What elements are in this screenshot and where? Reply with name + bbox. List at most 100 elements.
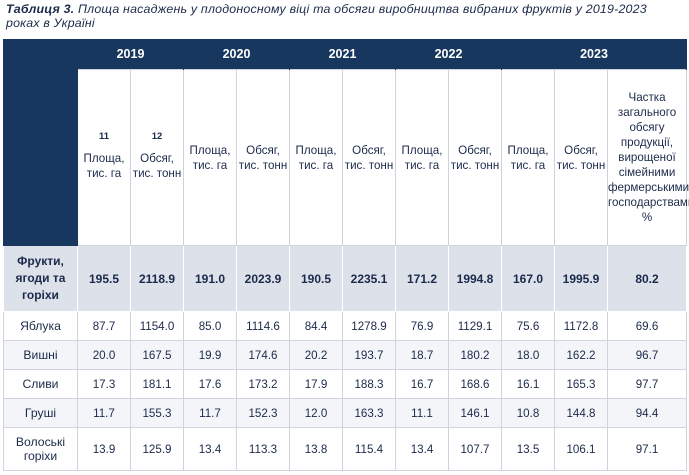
- table-cell: 10.8: [501, 398, 555, 428]
- column-header: Обсяг, тис. тонн: [448, 69, 502, 246]
- corner-cell: [3, 69, 78, 246]
- table-cell: 167.5: [130, 340, 184, 370]
- row-label: Фрукти, ягоди та горіхи: [3, 245, 78, 312]
- column-header: Обсяг, тис. тонн: [554, 69, 608, 246]
- year-header: 2023: [500, 39, 688, 70]
- footnote-marker: 12: [151, 130, 163, 142]
- table-cell: 152.3: [236, 398, 290, 428]
- table-cell: 155.3: [130, 398, 184, 428]
- table-cell: 11.1: [395, 398, 449, 428]
- table-cell: 2023.9: [236, 245, 290, 312]
- column-header: Площа, тис. га: [395, 69, 449, 246]
- table-cell: 107.7: [448, 427, 502, 471]
- table-cell: 174.6: [236, 340, 290, 370]
- table-cell: 1995.9: [554, 245, 608, 312]
- table-cell: 188.3: [342, 369, 396, 399]
- table-cell: 13.4: [395, 427, 449, 471]
- table-cell: 1278.9: [342, 311, 396, 341]
- column-header: Площа, тис. га: [183, 69, 237, 246]
- table-cell: 20.2: [289, 340, 343, 370]
- table-cell: 17.3: [77, 369, 131, 399]
- year-header: 2019: [77, 39, 184, 70]
- year-header: 2022: [395, 39, 502, 70]
- table-cell: 173.2: [236, 369, 290, 399]
- table-cell: 1154.0: [130, 311, 184, 341]
- row-label: Сливи: [3, 369, 78, 399]
- table-cell: 18.7: [395, 340, 449, 370]
- table-cell: 96.7: [606, 340, 688, 370]
- table-caption: Таблиця 3. Площа насаджень у плодоносном…: [6, 2, 676, 30]
- row-label: Яблука: [3, 311, 78, 341]
- table-cell: 1129.1: [448, 311, 502, 341]
- table-cell: 13.9: [77, 427, 131, 471]
- table-cell: 84.4: [289, 311, 343, 341]
- table-cell: 106.1: [554, 427, 608, 471]
- table-cell: 162.2: [554, 340, 608, 370]
- table-cell: 1994.8: [448, 245, 502, 312]
- table-cell: 16.1: [501, 369, 555, 399]
- table-cell: 193.7: [342, 340, 396, 370]
- table-cell: 20.0: [77, 340, 131, 370]
- year-header: 2020: [183, 39, 290, 70]
- table-cell: 146.1: [448, 398, 502, 428]
- table-cell: 168.6: [448, 369, 502, 399]
- table-cell: 19.9: [183, 340, 237, 370]
- table-cell: 11.7: [77, 398, 131, 428]
- footnote-marker: 11: [98, 130, 110, 142]
- table-cell: 125.9: [130, 427, 184, 471]
- table-cell: 167.0: [501, 245, 555, 312]
- table-cell: 1172.8: [554, 311, 608, 341]
- table-cell: 87.7: [77, 311, 131, 341]
- table-cell: 94.4: [606, 398, 688, 428]
- table-cell: 69.6: [606, 311, 688, 341]
- table-cell: 190.5: [289, 245, 343, 312]
- table-row: Вишні 20.0 167.5 19.9 174.6 20.2 193.7 1…: [3, 340, 688, 370]
- table-cell: 113.3: [236, 427, 290, 471]
- table-row: Груші 11.7 155.3 11.7 152.3 12.0 163.3 1…: [3, 398, 688, 428]
- column-header: 12 Обсяг, тис. тонн: [130, 69, 184, 246]
- table-cell: 11.7: [183, 398, 237, 428]
- column-header: Площа, тис. га: [501, 69, 555, 246]
- table-cell: 165.3: [554, 369, 608, 399]
- table-cell: 16.7: [395, 369, 449, 399]
- table-cell: 1114.6: [236, 311, 290, 341]
- table-cell: 85.0: [183, 311, 237, 341]
- caption-label: Таблиця 3.: [6, 2, 75, 16]
- table-cell: 17.6: [183, 369, 237, 399]
- column-header: 11 Площа, тис. га: [77, 69, 131, 246]
- table-cell: 17.9: [289, 369, 343, 399]
- table-cell: 13.5: [501, 427, 555, 471]
- table-cell: 13.4: [183, 427, 237, 471]
- table-cell: 181.1: [130, 369, 184, 399]
- table-cell: 2118.9: [130, 245, 184, 312]
- caption-text: Площа насаджень у плодоносному віці та о…: [6, 2, 647, 30]
- column-header: Обсяг, тис. тонн: [236, 69, 290, 246]
- fruit-production-table: 2019 2020 2021 2022 2023 11 Площа, тис. г…: [3, 39, 689, 471]
- column-header: Частка загального обсягу продукції, виро…: [606, 69, 689, 246]
- table-cell: 195.5: [77, 245, 131, 312]
- table-row: Яблука 87.7 1154.0 85.0 1114.6 84.4 1278…: [3, 311, 688, 341]
- year-header-row: 2019 2020 2021 2022 2023: [3, 39, 688, 70]
- table-cell: 80.2: [606, 245, 688, 312]
- table-cell: 12.0: [289, 398, 343, 428]
- table-cell: 191.0: [183, 245, 237, 312]
- row-label: Груші: [3, 398, 78, 428]
- table-row: Сливи 17.3 181.1 17.6 173.2 17.9 188.3 1…: [3, 369, 688, 399]
- column-header: Площа, тис. га: [289, 69, 343, 246]
- table-cell: 76.9: [395, 311, 449, 341]
- table-cell: 13.8: [289, 427, 343, 471]
- table-cell: 75.6: [501, 311, 555, 341]
- table-cell: 2235.1: [342, 245, 396, 312]
- column-header: Обсяг, тис. тонн: [342, 69, 396, 246]
- table-cell: 18.0: [501, 340, 555, 370]
- year-header: 2021: [289, 39, 396, 70]
- total-row: Фрукти, ягоди та горіхи 195.5 2118.9 191…: [3, 245, 688, 312]
- row-label: Волоські горіхи: [3, 427, 78, 471]
- table-cell: 180.2: [448, 340, 502, 370]
- table-cell: 144.8: [554, 398, 608, 428]
- table-row: Волоські горіхи 13.9 125.9 13.4 113.3 13…: [3, 427, 688, 471]
- table-cell: 97.7: [606, 369, 688, 399]
- table-cell: 115.4: [342, 427, 396, 471]
- table-cell: 97.1: [606, 427, 688, 471]
- corner-cell: [3, 39, 78, 70]
